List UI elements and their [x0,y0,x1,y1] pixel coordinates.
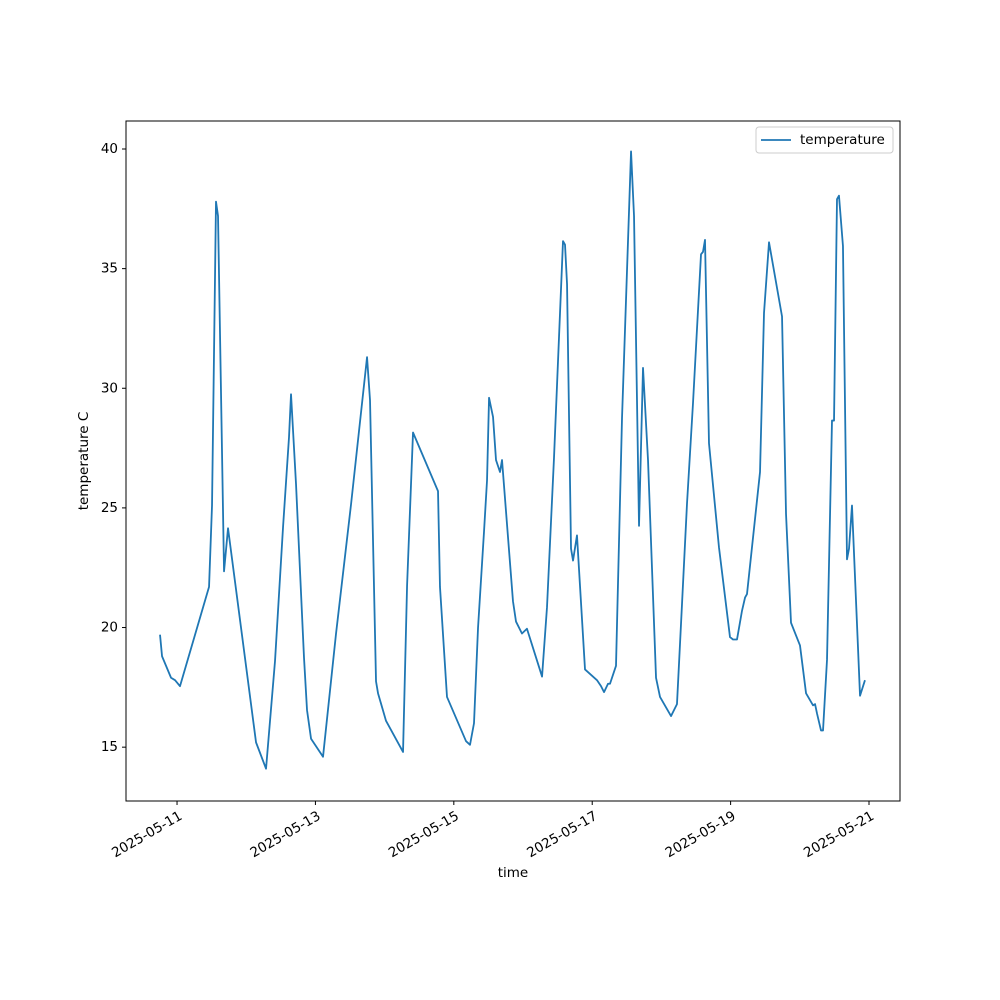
y-tick-label: 25 [101,500,118,516]
data-line [159,150,866,770]
legend: temperature [755,126,894,154]
x-axis-label: time [498,865,529,881]
plot-frame [125,120,901,802]
y-tick-label: 15 [101,739,118,755]
legend-label: temperature [800,132,885,148]
y-tick-label: 20 [101,620,118,636]
legend-box [755,126,894,154]
y-axis-label: temperature C [76,412,92,511]
y-tick-label: 30 [101,380,118,396]
y-tick-label: 35 [101,261,118,277]
y-tick-label: 40 [101,141,118,157]
